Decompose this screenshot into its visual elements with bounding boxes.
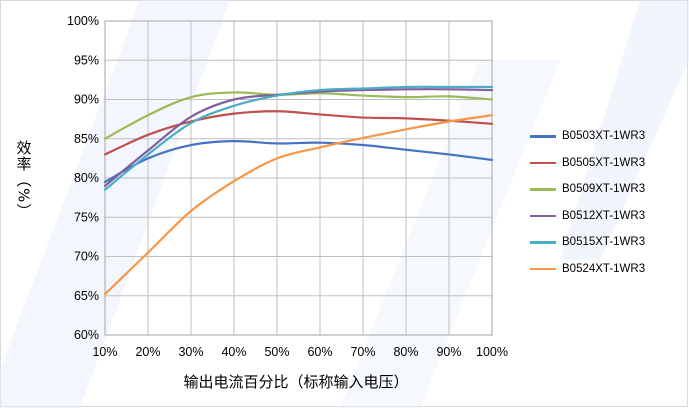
legend-item: B0515XT-1WR3 [530,229,645,256]
x-tick-label: 40% [221,345,246,359]
series-line [103,85,494,191]
y-tick-label: 75% [74,210,99,224]
y-tick-label: 95% [74,53,99,67]
y-tick-label: 70% [74,250,99,264]
x-tick-label: 60% [307,345,332,359]
y-tick-label: 80% [74,171,99,185]
legend-label: B0524XT-1WR3 [562,262,646,275]
legend-label: B0515XT-1WR3 [562,236,646,249]
legend-label: B0505XT-1WR3 [562,156,646,169]
x-tick-label: 10% [92,345,117,359]
legend: B0503XT-1WR3 B0505XT-1WR3 B0509XT-1WR3 B051… [530,123,645,282]
y-tick-label: 85% [74,132,99,146]
legend-swatch [530,241,556,244]
y-tick-label: 90% [74,93,99,107]
legend-label: B0512XT-1WR3 [562,209,646,222]
legend-item: B0509XT-1WR3 [530,176,645,203]
series-line [103,88,494,187]
legend-label: B0509XT-1WR3 [562,183,646,196]
series-line [103,110,494,156]
x-tick-label: 30% [178,345,203,359]
series-line [103,114,494,296]
y-tick-label: 65% [74,289,99,303]
legend-swatch [530,267,556,270]
x-tick-label: 50% [264,345,289,359]
legend-item: B0503XT-1WR3 [530,123,645,150]
x-tick-label: 100% [476,345,508,359]
legend-swatch [530,135,556,138]
x-axis-label: 输出电流百分比（标称输入电压） [183,373,409,391]
x-tick-label: 70% [350,345,375,359]
plot-frame [104,20,493,336]
y-axis-label: 效率（%） [14,140,33,220]
legend-item: B0512XT-1WR3 [530,203,645,230]
y-tick-label: 60% [74,328,99,342]
y-tick-label: 100% [67,14,99,28]
legend-item: B0524XT-1WR3 [530,256,645,283]
x-tick-label: 90% [436,345,461,359]
legend-label: B0503XT-1WR3 [562,130,646,143]
legend-item: B0505XT-1WR3 [530,150,645,177]
x-tick-label: 20% [135,345,160,359]
series-line [103,140,494,184]
x-tick-label: 80% [393,345,418,359]
legend-swatch [530,161,556,164]
legend-swatch [530,188,556,191]
legend-swatch [530,214,556,217]
